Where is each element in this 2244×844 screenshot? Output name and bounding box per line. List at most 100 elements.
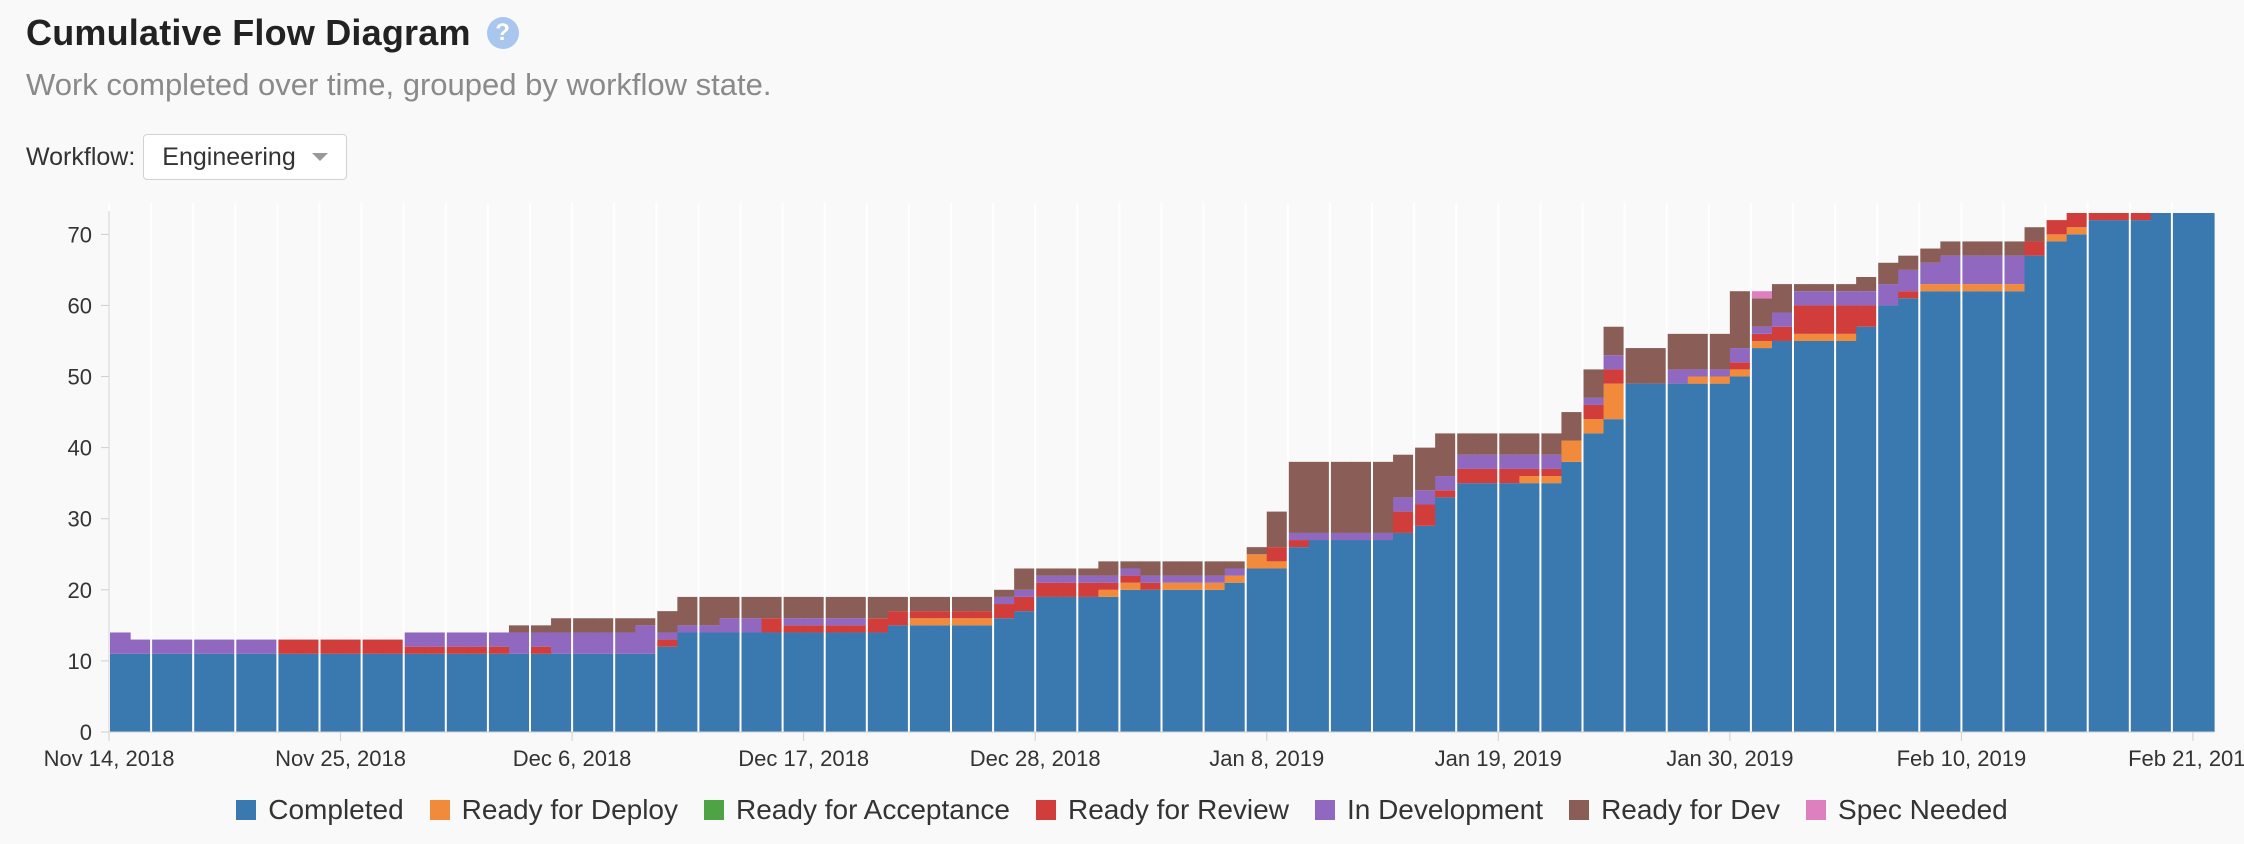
legend-label: Spec Needed [1838, 794, 2008, 825]
bar-segment-completed [2045, 241, 2068, 732]
bar-segment-completed [1266, 568, 1289, 732]
y-tick-label: 10 [68, 649, 92, 674]
bar-segment-ready-for-deploy [1919, 284, 1941, 292]
y-tick-label: 30 [68, 507, 92, 532]
bar-segment-ready-for-review [445, 646, 468, 654]
bar-segment-ready-for-dev [1877, 262, 1899, 285]
bar-segment-ready-for-review [972, 611, 994, 619]
bar-segment-ready-for-dev [2024, 227, 2047, 242]
bar-segment-ready-for-deploy [1182, 582, 1205, 590]
bar-segment-in-development [1708, 369, 1731, 377]
legend-item-ready-for-deploy[interactable]: Ready for Deploy [429, 794, 679, 826]
bar-segment-in-development [403, 632, 426, 647]
chart-bars [109, 213, 2215, 733]
bar-segment-ready-for-dev [1940, 241, 1962, 256]
bar-segment-ready-for-review [1119, 575, 1142, 583]
bar-segment-completed [2087, 220, 2110, 733]
bar-segment-ready-for-review [803, 625, 826, 633]
bar-segment-completed [698, 632, 721, 732]
bar-segment-ready-for-deploy [1687, 376, 1710, 384]
chevron-down-icon [312, 153, 329, 161]
bar-segment-completed [1729, 376, 1752, 732]
workflow-select[interactable]: Engineering [143, 134, 348, 180]
bar-segment-ready-for-dev [1098, 561, 1120, 576]
bar-segment-ready-for-dev [698, 596, 721, 626]
bar-segment-ready-for-dev [1372, 461, 1394, 533]
bar-segment-completed [1350, 540, 1373, 732]
bar-segment-completed [1624, 383, 1647, 732]
bar-segment-ready-for-dev [1582, 369, 1605, 398]
bar-segment-completed [866, 632, 889, 732]
bar-segment-in-development [1603, 355, 1626, 370]
bar-segment-ready-for-review [1898, 291, 1920, 299]
bar-segment-in-development [1793, 291, 1815, 306]
bar-segment-completed [1793, 340, 1815, 732]
bar-segment-completed [1603, 419, 1626, 732]
bar-segment-ready-for-dev [866, 596, 889, 619]
bar-segment-in-development [235, 639, 257, 654]
y-tick-label: 50 [68, 365, 92, 390]
bar-segment-ready-for-dev [593, 618, 615, 633]
help-icon[interactable]: ? [486, 17, 519, 49]
bar-segment-in-development [1729, 348, 1752, 363]
bar-segment-ready-for-review [530, 646, 552, 654]
bar-segment-completed [824, 632, 847, 732]
legend-label: In Development [1346, 794, 1544, 825]
bar-segment-ready-for-review [1287, 540, 1310, 548]
x-tick-label: Jan 30, 2019 [1666, 746, 1793, 771]
bar-segment-in-development [1666, 369, 1689, 384]
bar-segment-ready-for-dev [1077, 568, 1099, 576]
legend-label: Completed [268, 794, 404, 825]
bar-segment-completed [1540, 483, 1563, 732]
bar-segment-ready-for-review [298, 639, 321, 654]
legend-item-ready-for-dev[interactable]: Ready for Dev [1569, 794, 1780, 826]
bar-segment-completed [951, 625, 973, 732]
bar-segment-in-development [1982, 255, 2005, 285]
bar-segment-ready-for-dev [530, 625, 552, 633]
bar-segment-completed [782, 632, 805, 732]
bar-segment-in-development [1771, 312, 1794, 327]
bar-segment-completed [2150, 213, 2173, 732]
bar-segment-completed [1182, 589, 1205, 732]
bar-segment-ready-for-deploy [1203, 582, 1226, 590]
bar-segment-completed [761, 632, 784, 732]
bar-segment-ready-for-review [951, 611, 973, 619]
bar-segment-ready-for-dev [1140, 561, 1163, 576]
workflow-label: Workflow: [26, 142, 136, 171]
bar-segment-in-development [551, 632, 573, 654]
bar-segment-spec-needed [1750, 291, 1773, 299]
bar-segment-completed [1687, 383, 1710, 732]
legend-item-spec-needed[interactable]: Spec Needed [1806, 794, 2008, 826]
y-axis: 0 10 20 30 40 50 60 70 [68, 211, 110, 745]
bar-segment-completed [1435, 497, 1457, 732]
legend-item-ready-for-review[interactable]: Ready for Review [1035, 794, 1289, 826]
bar-segment-ready-for-deploy [1729, 369, 1752, 377]
legend-item-completed[interactable]: Completed [236, 794, 404, 826]
bar-segment-ready-for-deploy [1750, 340, 1773, 349]
bar-segment-completed [235, 653, 257, 732]
workflow-filter: Workflow: Engineering [26, 134, 348, 180]
bar-segment-ready-for-review [277, 639, 300, 654]
bar-segment-in-development [1035, 575, 1057, 583]
bar-segment-completed [256, 653, 278, 732]
legend-label: Ready for Deploy [461, 794, 679, 825]
bar-segment-completed [1771, 340, 1794, 732]
legend-swatch [1314, 800, 1335, 820]
y-tick-label: 0 [80, 720, 92, 745]
legend-swatch [236, 800, 257, 820]
bar-segment-completed [677, 632, 699, 732]
bar-segment-ready-for-deploy [1961, 284, 1984, 292]
legend-item-ready-for-acceptance[interactable]: Ready for Acceptance [704, 794, 1010, 826]
bar-segment-completed [593, 653, 615, 732]
bar-segment-ready-for-dev [845, 596, 868, 619]
bar-segment-ready-for-dev [1856, 276, 1878, 292]
x-tick-label: Dec 6, 2018 [513, 746, 632, 771]
bar-segment-in-development [508, 632, 531, 654]
bar-segment-completed [403, 653, 426, 732]
bar-segment-ready-for-dev [1245, 547, 1268, 555]
bar-segment-ready-for-review [1835, 305, 1857, 334]
bar-segment-ready-for-review [403, 646, 426, 654]
bar-segment-ready-for-deploy [1835, 333, 1857, 341]
legend-item-in-development[interactable]: In Development [1314, 794, 1544, 826]
bar-segment-ready-for-dev [1982, 241, 2005, 256]
